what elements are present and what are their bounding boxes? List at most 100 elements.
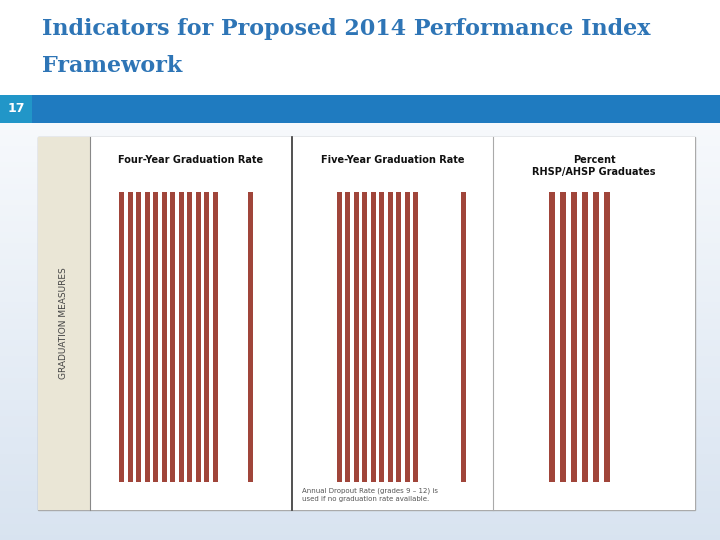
Bar xyxy=(0,248,720,254)
Bar xyxy=(593,192,599,482)
Bar xyxy=(0,227,720,232)
Bar xyxy=(0,70,720,76)
Bar xyxy=(0,32,720,38)
Bar xyxy=(0,54,720,59)
Bar xyxy=(0,432,720,437)
Bar xyxy=(0,464,720,470)
Bar xyxy=(604,192,610,482)
Bar xyxy=(0,524,720,529)
Bar xyxy=(0,308,720,313)
Bar xyxy=(0,135,720,140)
Bar xyxy=(0,529,720,535)
Bar xyxy=(0,270,720,275)
Bar xyxy=(0,459,720,464)
Bar xyxy=(0,378,720,383)
Bar xyxy=(196,192,201,482)
Bar xyxy=(213,192,218,482)
Bar xyxy=(0,281,720,286)
Text: Four-Year Graduation Rate: Four-Year Graduation Rate xyxy=(118,155,264,165)
Bar xyxy=(0,0,720,5)
Bar xyxy=(0,162,720,167)
Text: Annual Dropout Rate (grades 9 – 12) is
used if no graduation rate available.: Annual Dropout Rate (grades 9 – 12) is u… xyxy=(302,488,438,502)
Bar xyxy=(38,137,695,510)
Bar xyxy=(38,137,90,510)
Bar xyxy=(0,151,720,157)
Bar xyxy=(0,232,720,238)
Bar xyxy=(0,167,720,173)
Bar xyxy=(0,448,720,454)
Bar xyxy=(0,243,720,248)
Bar xyxy=(0,275,720,281)
Bar xyxy=(0,313,720,319)
Bar xyxy=(0,437,720,443)
Bar xyxy=(0,329,720,335)
Bar xyxy=(145,192,150,482)
Bar xyxy=(0,11,720,16)
Bar xyxy=(0,410,720,416)
Bar xyxy=(0,59,720,65)
Bar xyxy=(0,178,720,184)
Bar xyxy=(0,200,720,205)
Bar xyxy=(388,192,393,482)
Bar xyxy=(162,192,167,482)
Bar xyxy=(153,192,158,482)
Bar xyxy=(0,113,720,119)
Bar xyxy=(204,192,210,482)
Bar xyxy=(128,192,132,482)
Bar xyxy=(0,292,720,297)
Bar xyxy=(0,486,720,491)
Bar xyxy=(0,97,720,103)
Bar xyxy=(346,192,351,482)
Bar xyxy=(0,65,720,70)
Bar xyxy=(354,192,359,482)
Bar xyxy=(0,518,720,524)
Bar xyxy=(0,400,720,405)
Bar xyxy=(0,124,720,130)
Bar xyxy=(0,405,720,410)
Bar xyxy=(0,297,720,302)
Bar xyxy=(549,192,555,482)
Bar xyxy=(0,0,720,95)
Bar xyxy=(0,49,720,54)
Bar xyxy=(0,535,720,540)
Bar xyxy=(0,76,720,81)
Bar xyxy=(0,38,720,43)
Bar xyxy=(582,192,588,482)
Bar xyxy=(90,137,695,510)
Bar xyxy=(0,259,720,265)
Bar xyxy=(0,502,720,508)
Bar xyxy=(379,192,384,482)
Bar xyxy=(0,216,720,221)
Bar xyxy=(179,192,184,482)
Bar xyxy=(0,340,720,346)
Text: Five-Year Graduation Rate: Five-Year Graduation Rate xyxy=(320,155,464,165)
Bar xyxy=(0,221,720,227)
Bar xyxy=(0,508,720,513)
Bar xyxy=(0,383,720,389)
Bar xyxy=(0,513,720,518)
Bar xyxy=(0,157,720,162)
Bar xyxy=(337,192,342,482)
Bar xyxy=(0,103,720,108)
Bar xyxy=(0,130,720,135)
Bar xyxy=(0,394,720,400)
Bar xyxy=(362,192,367,482)
Bar xyxy=(0,184,720,189)
Text: 17: 17 xyxy=(7,103,24,116)
Bar xyxy=(371,192,376,482)
Bar xyxy=(0,319,720,324)
Text: Percent
RHSP/AHSP Graduates: Percent RHSP/AHSP Graduates xyxy=(532,155,656,178)
Bar xyxy=(0,335,720,340)
Bar xyxy=(0,95,720,123)
Bar xyxy=(0,443,720,448)
Bar xyxy=(413,192,418,482)
Bar xyxy=(0,92,720,97)
Bar xyxy=(0,146,720,151)
Text: Framework: Framework xyxy=(42,55,182,77)
Bar xyxy=(0,265,720,270)
Bar xyxy=(0,16,720,22)
Bar xyxy=(0,421,720,427)
Bar xyxy=(0,302,720,308)
Bar xyxy=(0,173,720,178)
Bar xyxy=(0,108,720,113)
